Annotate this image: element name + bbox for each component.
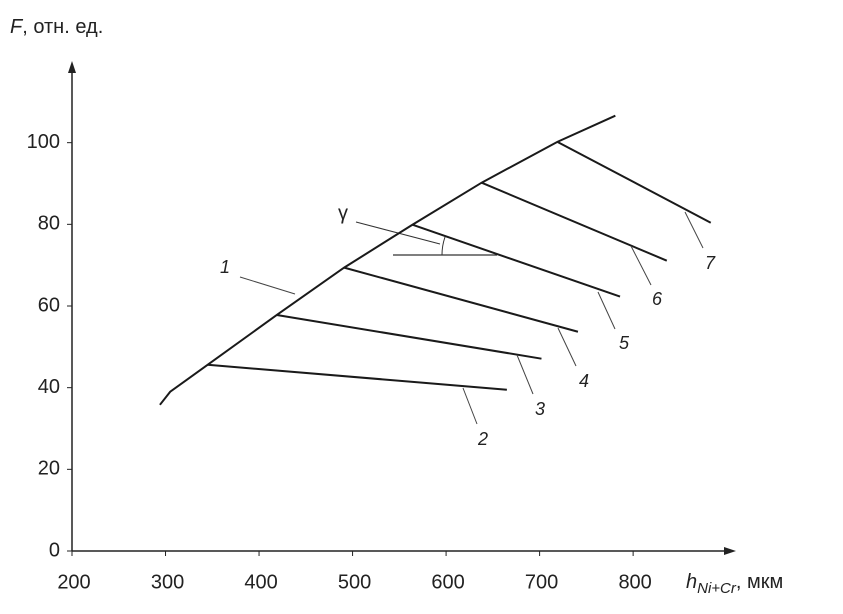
series-line: [276, 313, 542, 360]
angle-label: γ: [338, 202, 348, 224]
series-label: 3: [535, 399, 545, 419]
x-tick-label: 600: [431, 571, 464, 593]
y-tick-label: 60: [38, 294, 60, 316]
angle-arc: [441, 236, 446, 256]
series-label: 7: [705, 253, 716, 273]
series-line: [343, 266, 579, 333]
x-tick-label: 400: [244, 571, 277, 593]
series-line: [556, 140, 712, 224]
x-tick-label: 800: [618, 571, 651, 593]
series-label: 5: [619, 333, 630, 353]
label-leader: [462, 387, 478, 425]
y-tick-label: 0: [49, 539, 60, 561]
x-tick-label: 300: [151, 571, 184, 593]
series-line: [412, 223, 621, 298]
x-label-var: h: [686, 571, 697, 593]
series-label: 6: [652, 289, 663, 309]
x-tick-label: 500: [338, 571, 371, 593]
x-axis-arrow: [724, 547, 736, 555]
series-line: [159, 114, 616, 406]
y-label-var: F: [10, 16, 24, 38]
x-label-unit: , мкм: [736, 571, 783, 593]
label-leader: [516, 354, 534, 395]
y-axis-arrow: [68, 61, 76, 73]
y-tick-label: 100: [27, 131, 60, 153]
x-tick-label: 200: [57, 571, 90, 593]
series-label: 4: [579, 371, 589, 391]
y-tick-label: 20: [38, 458, 60, 480]
label-leader: [630, 245, 652, 286]
y-tick-label: 40: [38, 376, 60, 398]
x-tick-label: 700: [525, 571, 558, 593]
label-leader: [684, 211, 704, 249]
label-leader: [239, 276, 296, 295]
x-axis-label: hNi+Cr, мкм: [686, 571, 783, 597]
series-label: 2: [477, 429, 488, 449]
series-line: [207, 363, 507, 391]
series-line: [481, 181, 668, 262]
y-label-unit: , отн. ед.: [22, 16, 103, 38]
label-leader: [597, 291, 616, 330]
series-label: 1: [220, 257, 230, 277]
x-label-sub: Ni+Cr: [697, 580, 737, 597]
y-axis-label: F, отн. ед.: [10, 16, 103, 38]
label-leader: [557, 327, 577, 367]
y-tick-label: 80: [38, 213, 60, 235]
